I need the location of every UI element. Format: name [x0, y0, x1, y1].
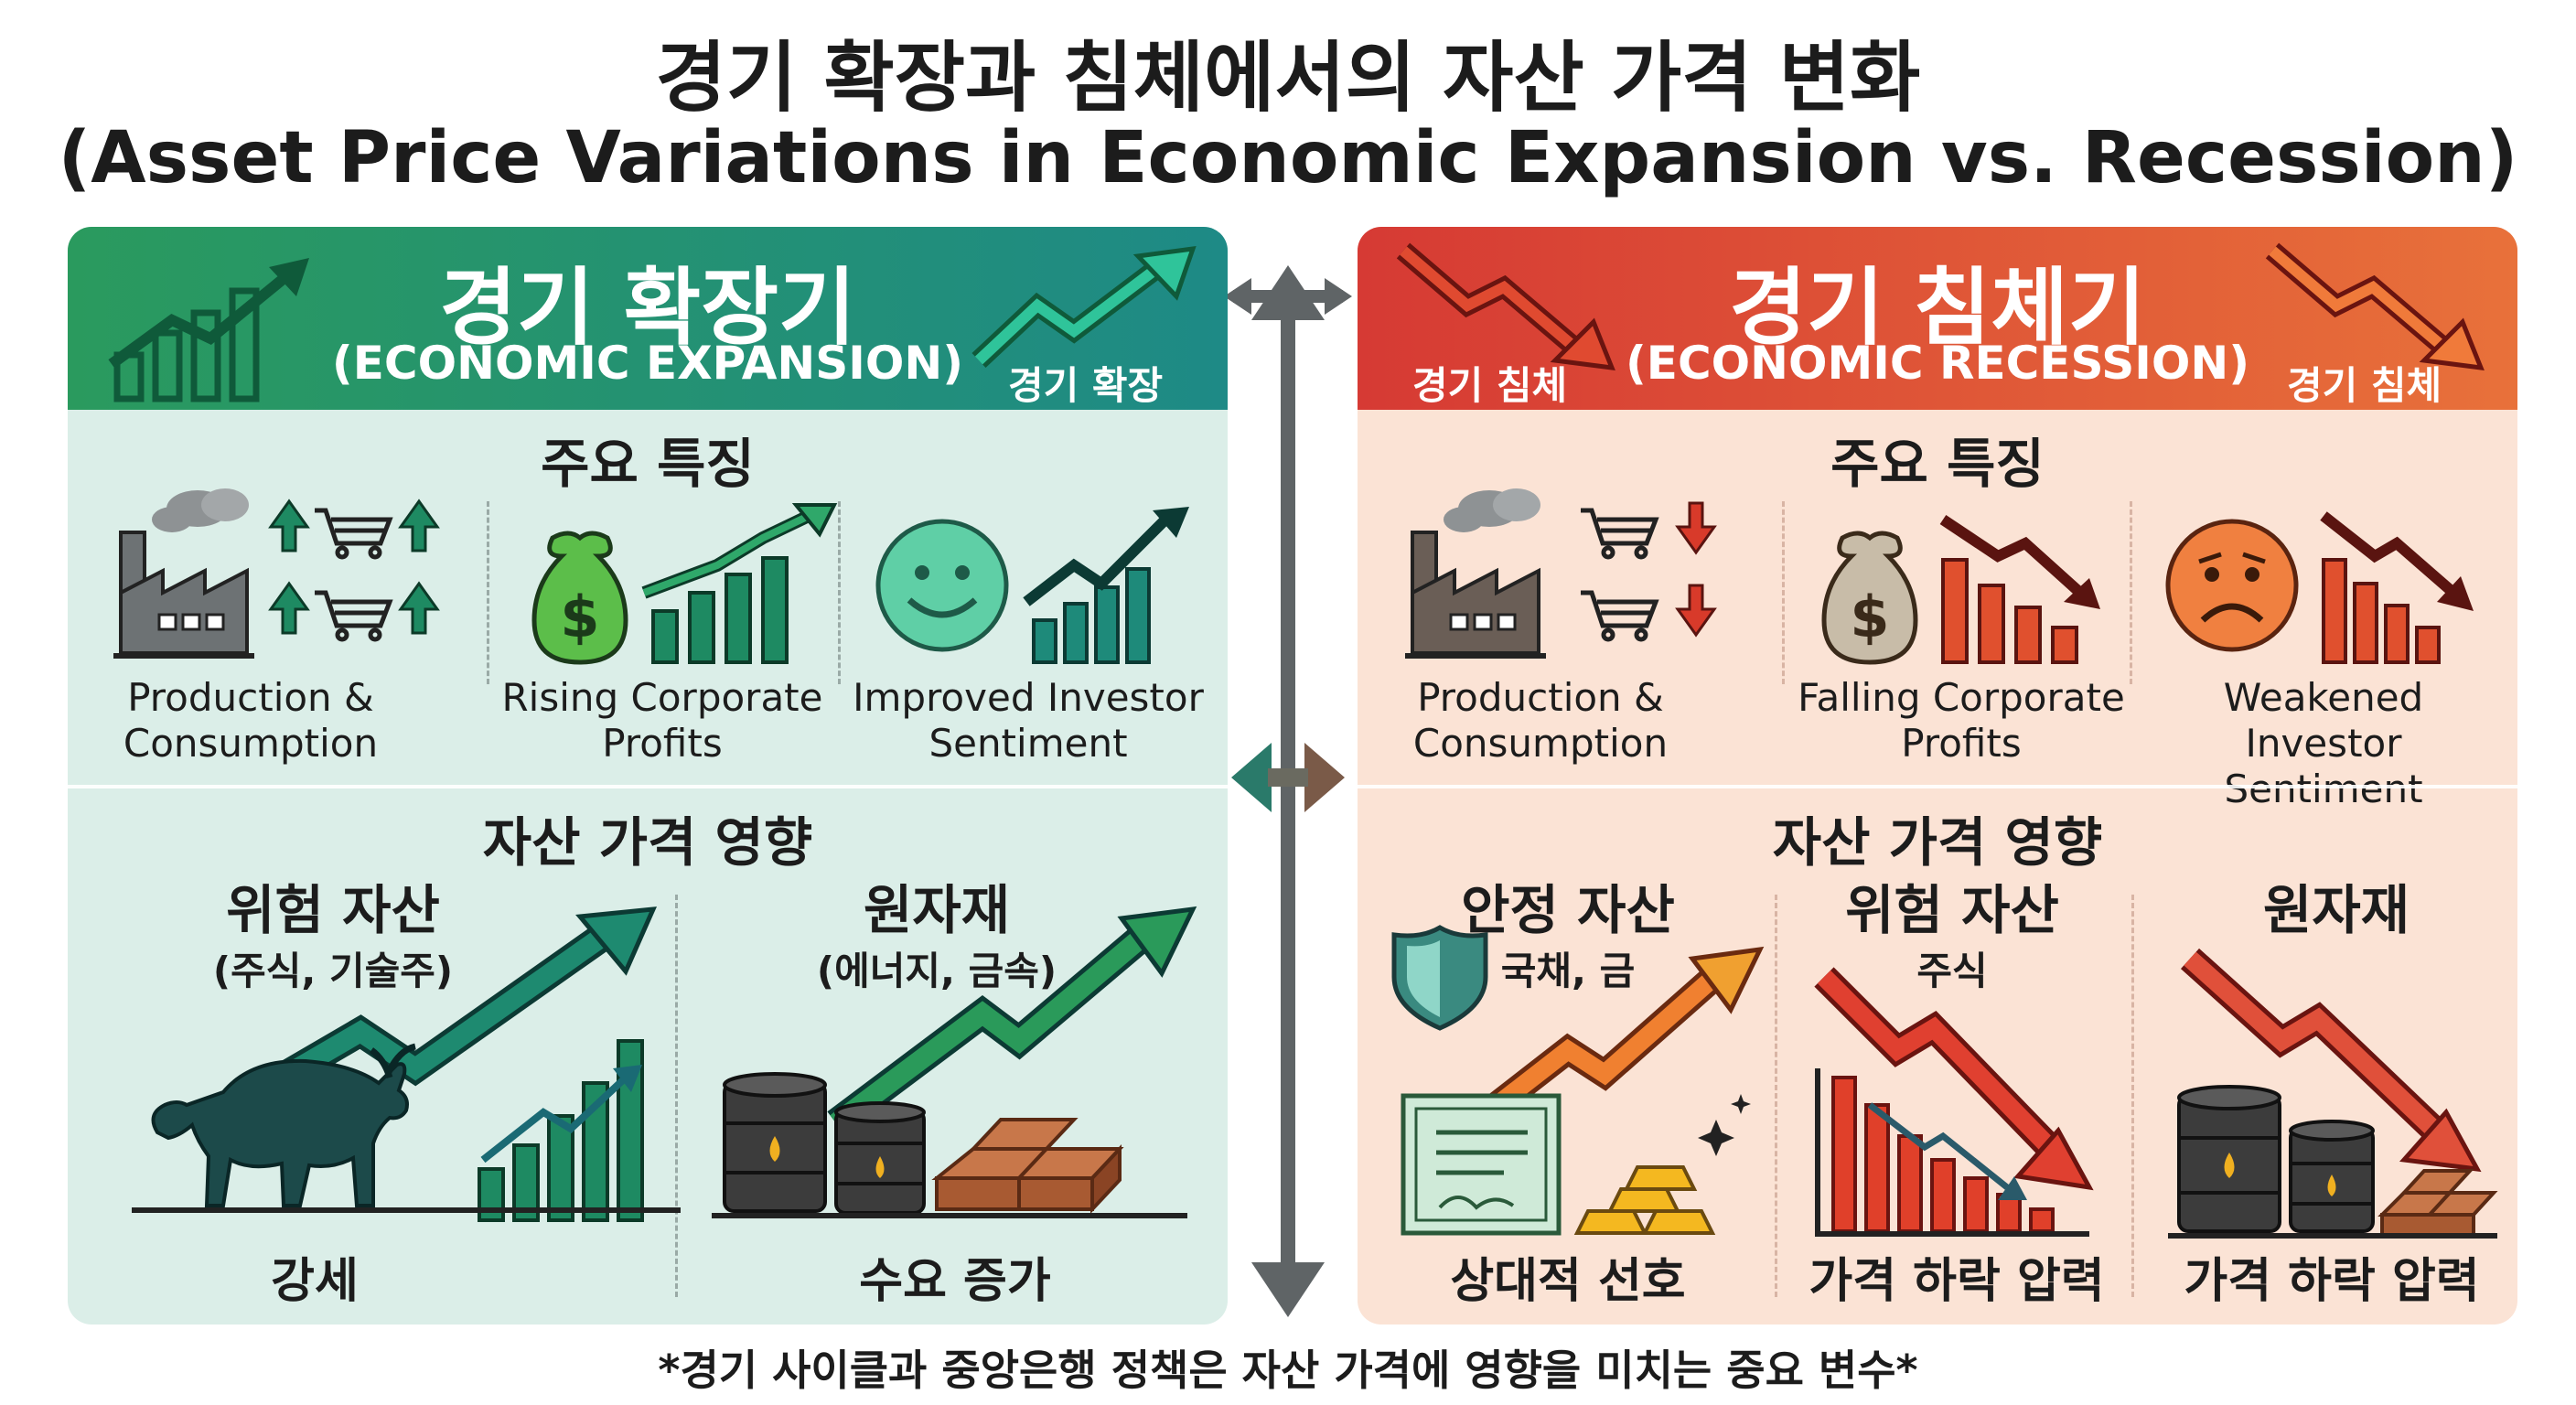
- svg-text:$: $: [1850, 584, 1889, 650]
- main-subtitle: (Asset Price Variations in Economic Expa…: [58, 117, 2518, 199]
- expansion-panel: 경기 확장기 (ECONOMIC EXPANSION) 경기 확장 주요 특징: [68, 227, 1228, 1325]
- expansion-asset-title-2: 원자재: [863, 879, 1011, 941]
- feature-divider-2: [838, 501, 841, 684]
- expansion-feature-label-2: Rising Corporate Profits: [501, 675, 823, 766]
- recession-asset-divider-1: [1775, 895, 1777, 1297]
- money-bag-chart-down-icon: $: [1821, 515, 2100, 665]
- expansion-asset-title-1: 위험 자산: [226, 879, 440, 941]
- recession-feature-label-2: Falling Corporate Profits: [1798, 675, 2125, 766]
- recession-feature-label-1: Production & Consumption: [1412, 675, 1669, 766]
- recession-tag-left: 경기 침체: [1412, 363, 1568, 408]
- recession-section-divider: [1358, 785, 2517, 788]
- factory-cart-down-icon: [1405, 488, 1717, 659]
- expansion-asset-subtitle-1: (주식, 기술주): [212, 949, 454, 993]
- expansion-features-title: 주요 특징: [541, 433, 755, 495]
- chart-down-icon: [1814, 967, 2094, 1237]
- trend-up-arrow-icon: [971, 245, 1197, 369]
- expansion-header: 경기 확장기 (ECONOMIC EXPANSION) 경기 확장: [68, 227, 1228, 410]
- feature-divider-1: [487, 501, 489, 684]
- footnote: *경기 사이클과 중앙은행 정책은 자산 가격에 영향을 미치는 중요 변수*: [658, 1346, 1918, 1395]
- expansion-feature-label-1: Production & Consumption: [123, 675, 379, 766]
- bar-chart-up-icon: [108, 258, 309, 402]
- asset-divider: [675, 895, 678, 1297]
- recession-impact-title: 자산 가격 영향: [1772, 811, 2103, 874]
- expansion-section-divider: [68, 785, 1228, 788]
- recession-header: 경기 침체 경기 침체기 (ECONOMIC RECESSION) 경기 침체: [1358, 227, 2517, 410]
- expansion-asset-bottom-2: 수요 증가: [859, 1254, 1051, 1309]
- expansion-feature-label-3: Improved Investor Sentiment: [853, 675, 1204, 766]
- expansion-tag: 경기 확장: [1008, 363, 1164, 408]
- expansion-subtitle: (ECONOMIC EXPANSION): [331, 337, 964, 390]
- recession-panel: 경기 침체 경기 침체기 (ECONOMIC RECESSION) 경기 침체 …: [1358, 227, 2517, 1325]
- recession-features-title: 주요 특징: [1830, 433, 2045, 495]
- expansion-impact-title: 자산 가격 영향: [482, 811, 813, 874]
- recession-asset-bottom-3: 가격 하락 압력: [2184, 1254, 2480, 1309]
- shield-bond-gold-icon: [1391, 925, 1765, 1236]
- recession-asset-title-1: 안정 자산: [1461, 879, 1675, 941]
- recession-asset-title-3: 원자재: [2262, 879, 2410, 941]
- oil-barrels-down-icon: [2168, 948, 2498, 1239]
- recession-feature-divider-1: [1782, 501, 1785, 684]
- recession-tag-right: 경기 침체: [2287, 363, 2442, 408]
- expansion-title: 경기 확장기: [439, 259, 856, 357]
- trend-down-arrow-icon: [1396, 242, 1615, 371]
- recession-asset-title-2: 위험 자산: [1845, 879, 2059, 941]
- money-bag-chart-up-icon: $: [531, 503, 838, 665]
- svg-text:$: $: [560, 584, 599, 650]
- recession-subtitle: (ECONOMIC RECESSION): [1625, 337, 2250, 390]
- recession-feature-label-3: Weakened Investor Sentiment: [2223, 675, 2424, 811]
- recession-asset-divider-2: [2131, 895, 2134, 1297]
- recession-asset-bottom-1: 상대적 선호: [1450, 1254, 1686, 1309]
- main-title: 경기 확장과 침체에서의 자산 가격 변화: [655, 33, 1921, 123]
- smile-chart-up-icon: [875, 507, 1189, 664]
- center-horizontal-arrow-icon: [1231, 743, 1345, 812]
- recession-asset-bottom-2: 가격 하락 압력: [1809, 1254, 2105, 1309]
- expansion-asset-bottom-1: 강세: [271, 1254, 359, 1309]
- bull-chart-up-icon: [132, 906, 681, 1222]
- recession-title: 경기 침체기: [1729, 259, 2146, 357]
- sad-chart-down-icon: [2165, 511, 2474, 664]
- factory-cart-up-icon: [113, 488, 440, 659]
- trend-down-arrow-right-icon: [2265, 242, 2485, 371]
- recession-asset-subtitle-2: 주식: [1916, 949, 1988, 993]
- recession-asset-subtitle-1: 국채, 금: [1500, 949, 1636, 993]
- recession-feature-divider-2: [2130, 501, 2132, 684]
- expansion-asset-subtitle-2: (에너지, 금속): [816, 949, 1057, 993]
- oil-barrels-copper-icon: [712, 906, 1197, 1218]
